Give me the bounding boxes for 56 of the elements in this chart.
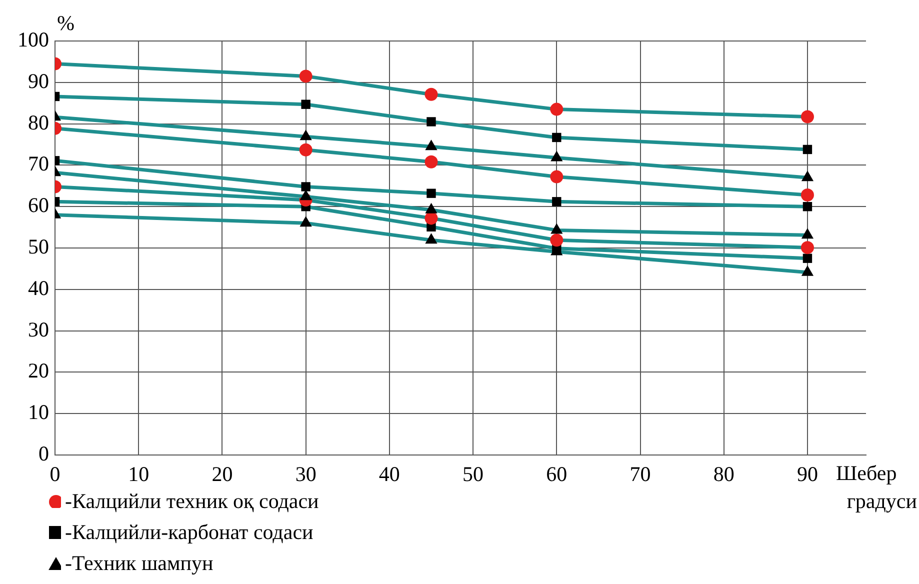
x-tick-label: 40 (378, 462, 400, 486)
y-tick-label: 30 (28, 317, 49, 342)
x-tick-label: 90 (796, 462, 818, 486)
y-tick-label: 100 (18, 28, 49, 52)
x-axis-title: Шебер градуси (836, 461, 917, 514)
x-tick-label: 60 (546, 462, 568, 486)
x-tick-label: 50 (462, 462, 484, 486)
point (552, 197, 562, 206)
point (426, 117, 436, 126)
point (299, 143, 312, 156)
point (550, 234, 564, 247)
x-tick-label: 20 (212, 462, 233, 486)
point (426, 188, 436, 198)
point (802, 254, 812, 263)
legend-label: -Калцийли-карбонат содаси (65, 519, 314, 546)
y-tick-label: 50 (28, 234, 49, 259)
point (552, 132, 562, 142)
point (802, 202, 812, 212)
point (424, 155, 438, 168)
x-tick-label: 80 (713, 462, 734, 486)
point (801, 228, 814, 239)
point (801, 170, 814, 182)
y-tick-label: 0 (38, 442, 49, 466)
point (424, 88, 438, 101)
y-axis-title: % (57, 11, 74, 36)
legend-label: -Техник шампун (65, 550, 214, 577)
y-tick-label: 80 (28, 110, 49, 134)
point (425, 202, 438, 214)
point (425, 140, 438, 150)
y-tick-label: 90 (28, 68, 49, 93)
point (550, 150, 563, 162)
point (301, 100, 310, 109)
x-tick-label: 70 (630, 462, 651, 486)
y-tick-label: 20 (28, 358, 49, 383)
point (550, 223, 563, 234)
y-tick-label: 40 (28, 276, 49, 300)
point (300, 130, 312, 140)
legend-label: -Калцийли техник оқ содаси (65, 488, 319, 515)
point (801, 265, 814, 276)
x-tick-label: 30 (295, 462, 316, 486)
y-tick-label: 60 (28, 193, 49, 218)
y-tick-label: 70 (28, 152, 49, 176)
y-tick-label: 10 (28, 400, 49, 424)
x-tick-label: 10 (128, 462, 150, 486)
point (550, 170, 564, 184)
point (300, 190, 312, 200)
point (550, 102, 564, 116)
point (800, 188, 814, 202)
point (299, 70, 312, 83)
point (802, 144, 812, 154)
point (301, 182, 310, 192)
point (425, 233, 438, 244)
point (800, 241, 814, 254)
point (800, 110, 814, 124)
point (300, 216, 312, 227)
point (424, 212, 438, 225)
